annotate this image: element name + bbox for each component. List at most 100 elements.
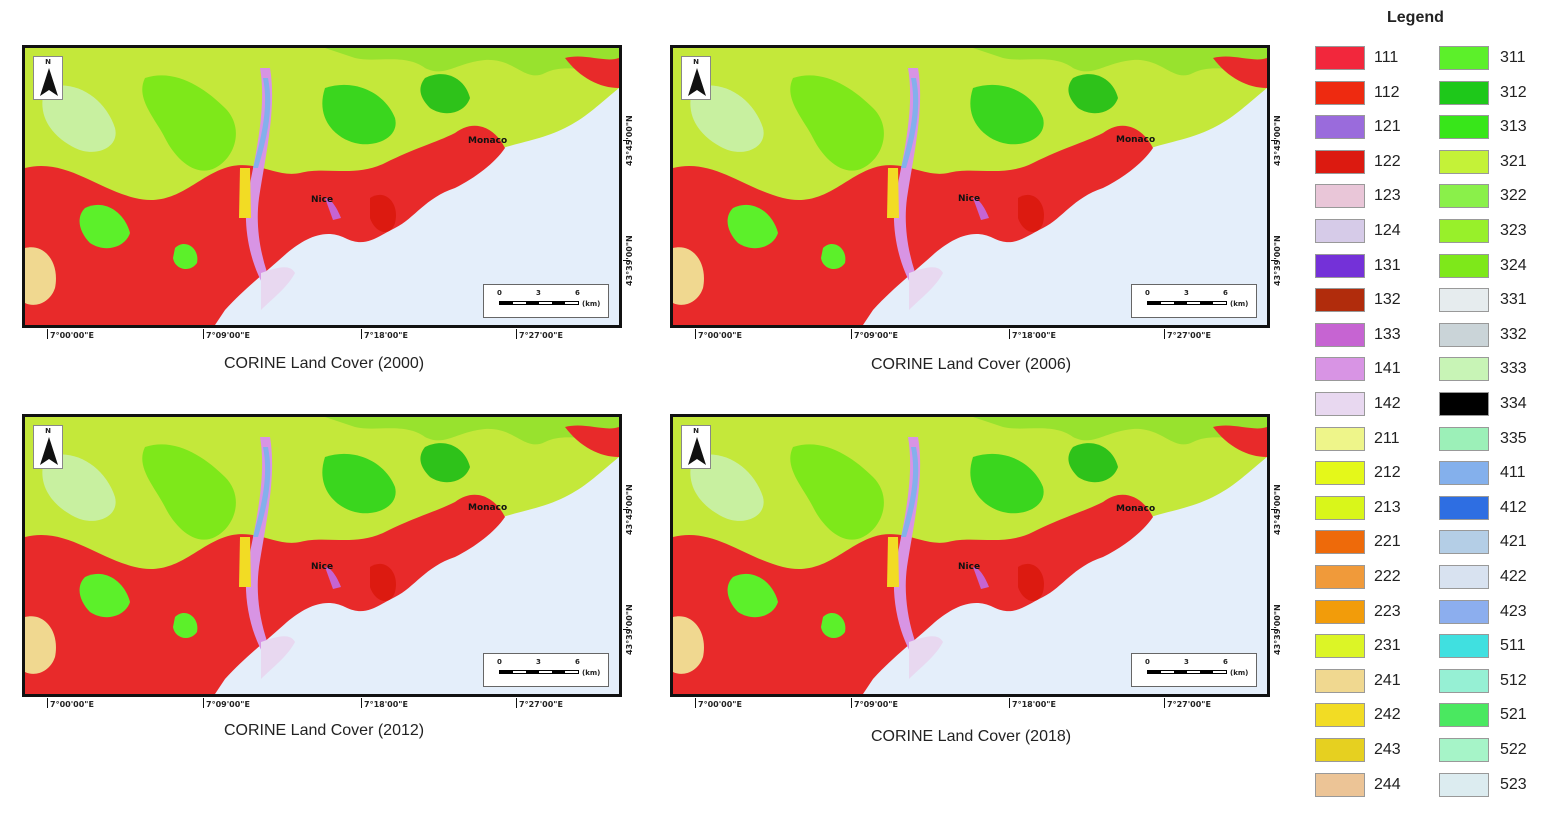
legend-code: 313 [1500, 118, 1527, 136]
lat-tick [1271, 140, 1278, 141]
land-cover-map: N Nice Monaco 0 3 6 (km) [670, 414, 1270, 697]
lat-label: 43°45'00"N [1273, 484, 1282, 535]
legend-code: 242 [1374, 706, 1401, 724]
lon-label: 7°00'00"E [50, 331, 94, 340]
legend-code: 412 [1500, 498, 1527, 516]
legend-item: 131 [1315, 253, 1455, 278]
scale-tick-label: 3 [1184, 289, 1189, 297]
scale-tick-label: 6 [1223, 658, 1228, 666]
legend-item: 323 [1439, 219, 1557, 243]
legend-code: 522 [1500, 741, 1527, 758]
legend-swatch [1315, 288, 1365, 313]
lon-label: 7°18'00"E [364, 331, 408, 340]
legend-title: Legend [1387, 9, 1444, 26]
legend-item: 411 [1439, 461, 1557, 486]
legend-swatch [1439, 46, 1489, 70]
legend-code: 223 [1374, 602, 1401, 620]
legend-swatch [1439, 772, 1489, 797]
legend-swatch [1439, 426, 1489, 451]
lon-tick [1164, 698, 1165, 708]
legend-code: 241 [1374, 671, 1401, 689]
lon-tick [203, 698, 204, 708]
land-cover-map: N Nice Monaco 0 3 6 (km) [22, 45, 622, 328]
lat-label: 43°39'00"N [1273, 604, 1282, 655]
lon-label: 7°18'00"E [364, 700, 408, 709]
lon-tick [695, 698, 696, 708]
legend-swatch [1315, 565, 1365, 589]
legend-item: 231 [1315, 634, 1455, 659]
lon-tick [1009, 698, 1010, 708]
lat-label: 43°45'00"N [625, 484, 634, 535]
legend-code: 333 [1500, 360, 1527, 378]
legend-code: 122 [1374, 152, 1401, 170]
legend-code: 243 [1374, 741, 1401, 758]
legend-item: 333 [1439, 357, 1557, 382]
scale-bar: 0 3 6 (km) [483, 653, 609, 687]
map-caption: CORINE Land Cover (2000) [224, 355, 425, 372]
scale-tick-label: 0 [1145, 658, 1150, 666]
scale-unit: (km) [582, 669, 601, 677]
city-label-nice: Nice [958, 194, 981, 204]
lon-label: 7°18'00"E [1012, 700, 1056, 709]
scale-tick-label: 3 [536, 658, 541, 666]
city-label-monaco: Monaco [468, 136, 508, 146]
land-cover-map: N Nice Monaco 0 3 6 (km) [22, 414, 622, 697]
legend-code: 212 [1374, 464, 1401, 482]
legend-code: 511 [1500, 637, 1526, 655]
lat-label: 43°39'00"N [1273, 235, 1282, 286]
legend-code: 421 [1500, 533, 1527, 551]
legend-swatch [1315, 357, 1365, 382]
legend-swatch [1315, 392, 1365, 416]
legend-item: 222 [1315, 565, 1455, 589]
land-cover-map: N Nice Monaco 0 3 6 (km) [670, 45, 1270, 328]
scale-tick-label: 0 [1145, 289, 1150, 297]
lat-tick [1271, 260, 1278, 261]
legend-item: 213 [1315, 495, 1455, 520]
legend-item: 523 [1439, 772, 1557, 797]
legend-swatch [1315, 219, 1365, 243]
legend-code: 332 [1500, 325, 1527, 343]
legend-swatch [1315, 322, 1365, 347]
north-arrow-icon [40, 68, 58, 96]
legend-swatch [1439, 703, 1489, 728]
legend-swatch [1439, 253, 1489, 278]
legend-item: 211 [1315, 426, 1455, 451]
legend-code: 521 [1500, 706, 1527, 724]
lat-label: 43°39'00"N [625, 604, 634, 655]
scale-bar-graphic [499, 301, 579, 305]
legend-item: 242 [1315, 703, 1455, 728]
scale-tick-label: 0 [497, 658, 502, 666]
scale-tick-label: 6 [1223, 289, 1228, 297]
legend-swatch [1315, 253, 1365, 278]
legend-swatch [1439, 599, 1489, 624]
legend-code: 222 [1374, 568, 1401, 585]
legend-code: 323 [1500, 222, 1527, 239]
legend-code: 322 [1500, 187, 1527, 205]
legend-item: 221 [1315, 530, 1455, 555]
scale-unit: (km) [1230, 669, 1249, 677]
legend-swatch [1315, 634, 1365, 659]
legend-item: 223 [1315, 599, 1455, 624]
legend-swatch [1315, 703, 1365, 728]
legend-swatch [1315, 80, 1365, 105]
north-label: N [693, 427, 699, 435]
legend-item: 141 [1315, 357, 1455, 382]
legend-swatch [1439, 668, 1489, 693]
city-label-monaco: Monaco [1116, 135, 1156, 145]
lat-tick [1271, 629, 1278, 630]
latitude-axis: 43°45'00"N 43°39'00"N [623, 45, 637, 328]
legend-item: 111 [1315, 46, 1455, 70]
legend-code: 312 [1500, 83, 1527, 101]
legend-swatch [1315, 738, 1365, 762]
north-arrow-icon [40, 437, 58, 465]
legend-item: 321 [1439, 149, 1557, 174]
legend-swatch [1315, 599, 1365, 624]
legend-code: 142 [1374, 395, 1401, 412]
legend-item: 121 [1315, 115, 1455, 140]
legend-item: 112 [1315, 80, 1455, 105]
legend-item: 511 [1439, 634, 1557, 659]
legend-item: 313 [1439, 115, 1557, 140]
lat-label: 43°39'00"N [625, 235, 634, 286]
map-caption: CORINE Land Cover (2012) [224, 722, 425, 739]
legend-code: 221 [1374, 533, 1401, 551]
